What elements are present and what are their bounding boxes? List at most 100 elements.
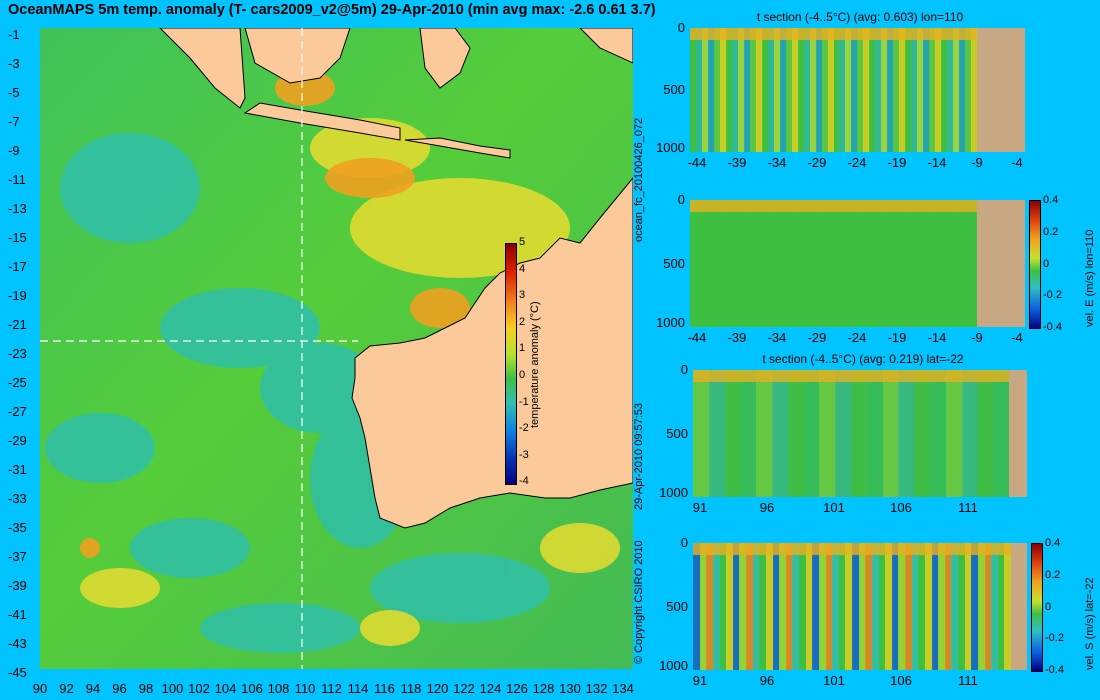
hot-patches [80,70,470,558]
seabed-land [1009,370,1027,497]
lon-tick-label: 128 [532,681,555,696]
lon-tick-label: 98 [138,681,154,696]
section-stripe [851,28,859,152]
position-tick-label: -4 [1011,155,1023,170]
position-tick-label: -19 [887,155,907,170]
position-tick-label: -24 [847,155,867,170]
lon-tick-label: 108 [267,681,290,696]
section-stripe [875,200,883,327]
position-tick-label: 106 [890,500,912,515]
section-stripe [759,543,767,670]
section-stripe [923,28,931,152]
position-tick-label: -19 [887,330,907,345]
section-stripe [923,200,931,327]
section-stripe [765,543,774,670]
section-stripe [953,28,961,152]
section-stripe [821,28,829,152]
section-stripe [944,543,953,670]
section-stripe [959,28,967,152]
lon-tick-label: 112 [321,681,342,696]
section-stripe [977,543,986,670]
section-stripe [882,370,900,497]
section-stripe [737,200,745,327]
section-stripe [917,28,925,152]
colorbar-tick-label: 1 [519,342,526,355]
section-stripe [857,28,865,152]
velocity-colorbar-tick: 0.2 [1045,568,1061,581]
section-stripe [787,370,805,497]
section-stripe [984,543,993,670]
section-stripe [891,543,900,670]
section-stripe [743,200,751,327]
section-stripe [785,200,793,327]
lat-tick-label: -17 [8,259,27,274]
section-stripe [719,28,727,152]
lat-tick-label: -19 [8,288,27,303]
section-stripe [749,200,757,327]
position-tick-label: 106 [890,673,912,688]
position-tick-label: 101 [823,500,845,515]
section-stripe [851,370,868,497]
section-stripe [756,370,773,497]
section-stripe [779,28,787,152]
section-stripe [746,543,754,670]
section-stripe [863,200,871,327]
section-stripe [869,200,877,327]
section-stripe [821,200,829,327]
lon-tick-label: 92 [59,681,74,696]
section-stripe [719,543,728,670]
colorbar-tick-label: 4 [519,262,526,275]
lat-tick-label: -3 [8,56,20,71]
section-stripe [713,28,721,152]
section-stripe [911,543,920,670]
surface-layer [693,543,1011,555]
lon-tick-label: 124 [479,681,502,696]
position-tick-label: -44 [687,155,707,170]
section-stripe [799,543,807,670]
section-stripe [743,28,751,152]
section-stripe [779,543,787,670]
depth-tick-label: 1000 [656,315,685,331]
velocity-colorbar-tick: -0.2 [1045,632,1064,645]
section-stripe [941,200,949,327]
section-stripe [997,543,1006,670]
section-stripe [991,543,999,670]
position-tick-label: -39 [727,155,747,170]
section-stripe [767,28,775,152]
lon-tick-label: 90 [32,681,48,696]
velocity-colorbar-tick: -0.4 [1045,664,1064,676]
section-stripe [887,28,895,152]
section-stripe [839,28,847,152]
lon-tick-label: 106 [241,681,263,696]
sumatra-landmass [159,28,246,109]
java-landmass [243,102,401,141]
lat-tick-label: -7 [8,114,20,129]
section-stripe [971,28,978,152]
section-stripe [695,28,703,152]
section-stripe [749,28,757,152]
section-stripe [881,200,889,327]
section-stripe [825,543,834,670]
section-plot [693,543,1027,670]
section-stripe [965,28,972,152]
section-plot [690,28,1025,152]
section-stripe [805,543,814,670]
lat-tick-label: -29 [8,433,27,448]
lat-tick-label: -39 [8,578,27,593]
section-stripe [977,370,995,497]
section-stripe [845,28,853,152]
section-stripe [971,543,979,670]
lon-tick-label: 114 [347,681,369,696]
section-stripe [935,28,943,152]
section-stripe [791,200,799,327]
section-stripe [827,28,835,152]
section-stripe [885,543,893,670]
velocity-colorbar-label: vel. S (m/s) lat=-22 [1084,577,1096,670]
depth-tick-label: 0 [680,362,688,377]
section-stripe [797,28,805,152]
position-tick-label: 96 [759,673,775,688]
section-stripe [945,370,963,497]
section-stripe [857,200,865,327]
section-stripe [858,543,867,670]
velocity-colorbar-label: vel. E (m/s) lon=110 [1084,229,1096,327]
